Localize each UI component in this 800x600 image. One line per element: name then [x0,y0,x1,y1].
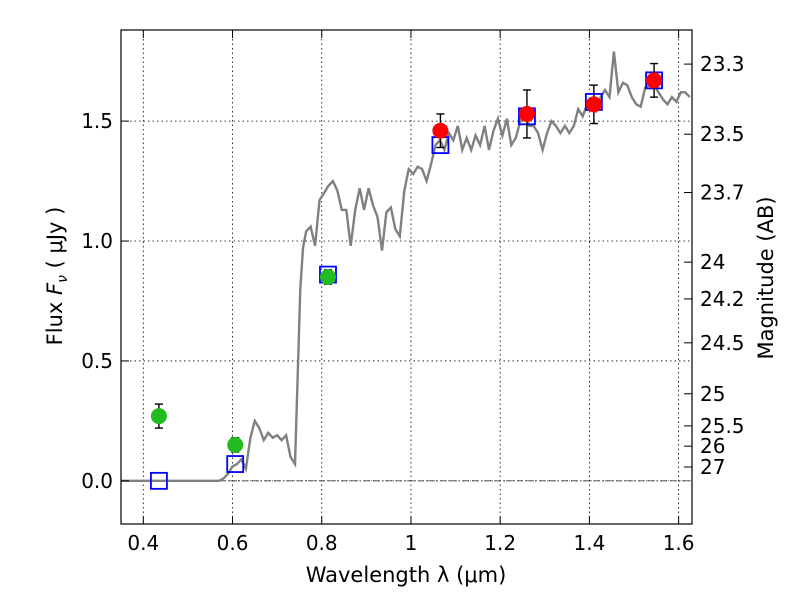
data-markers [150,62,663,490]
grid-lines [121,30,692,524]
model-flux-square [226,455,245,473]
x-tick-label: 1 [405,531,418,555]
nir-observed-point [518,105,535,122]
magnitude-tick-label: 23.5 [700,122,745,146]
nir-observed-point [432,122,449,139]
x-tick-labels: 0.4 0.6 0.8 1 1.2 1.4 1.6 [127,531,694,555]
y-tick-label: 0.5 [81,349,113,373]
y-tick-label: 0.0 [81,469,113,493]
y-axis-label-prefix: Flux [43,295,67,345]
x-tick-label: 1.6 [663,531,695,555]
magnitude-tick-label: 25 [700,382,725,406]
x-tick-label: 1.4 [573,531,605,555]
axis-ticks [121,30,692,524]
magnitude-tick-label: 23.3 [700,52,745,76]
magnitude-tick-label: 26 [700,434,725,458]
magnitude-tick-label: 25.5 [700,414,745,438]
x-tick-label: 0.6 [217,531,249,555]
y-tick-label: 1.0 [81,229,113,253]
y-axis-label-suffix: ( μJy ) [43,207,67,275]
optical-observed-point [227,436,244,453]
nir-observed-point [585,96,602,113]
y-axis-label-subscript: ν [55,275,71,283]
optical-observed-point [319,269,336,285]
y-tick-label: 1.5 [81,109,113,133]
y-tick-labels: 0.0 0.5 1.0 1.5 [81,109,113,493]
x-tick-label: 0.4 [127,531,159,555]
magnitude-axis-label: Magnitude (AB) [754,196,778,359]
x-tick-label: 0.8 [306,531,338,555]
y-axis-label: Flux Fν ( μJy ) [43,207,71,346]
magnitude-tick-label: 23.7 [700,181,745,205]
y-axis-label-symbol: F [43,282,67,295]
plot-frame [120,29,693,525]
template-spectrum-line [121,51,691,482]
x-axis-label: Wavelength λ (μm) [306,563,507,587]
x-tick-label: 1.2 [484,531,516,555]
nir-observed-point [646,72,663,89]
model-flux-square [150,471,168,490]
magnitude-tick-label: 27 [700,455,725,479]
magnitude-tick-label: 24 [700,250,725,274]
optical-observed-point [150,408,167,425]
magnitude-tick-label: 24.2 [700,287,745,311]
magnitude-tick-label: 24.5 [700,331,745,355]
